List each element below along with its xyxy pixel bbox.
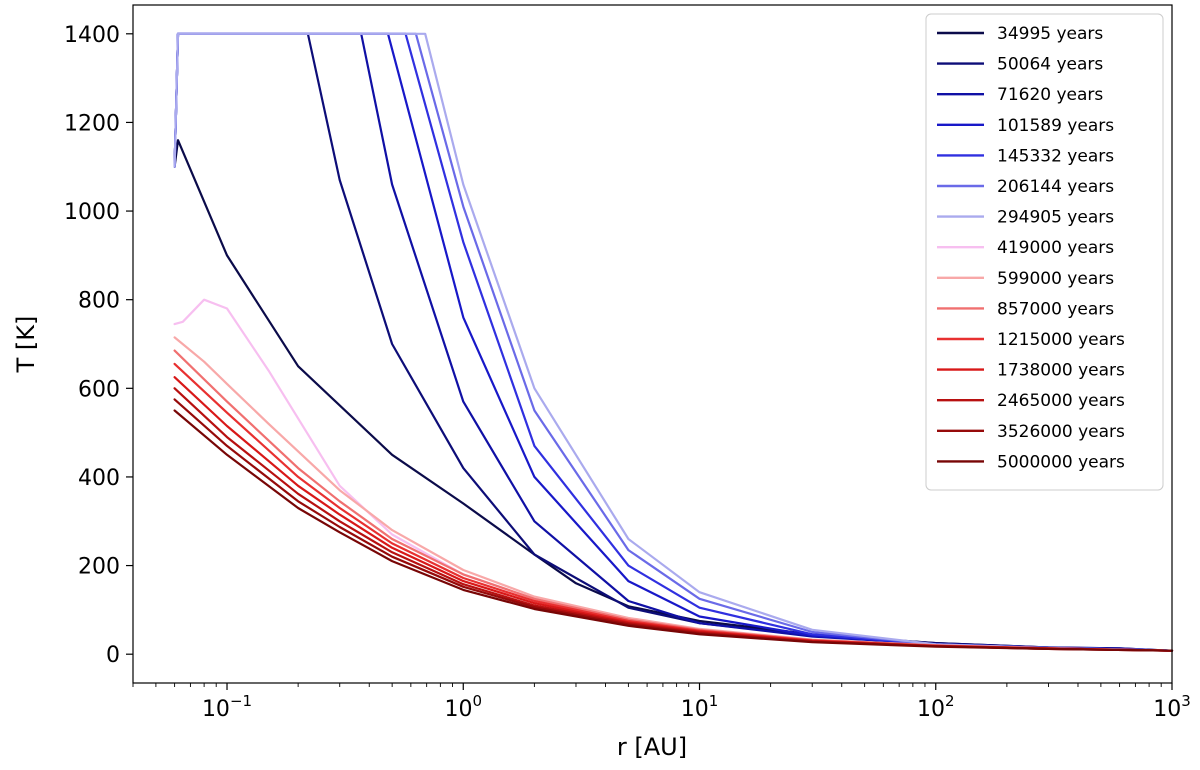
y-tick-label: 400 (78, 466, 120, 491)
y-tick-label: 800 (78, 289, 120, 314)
legend-item-label: 101589 years (997, 116, 1114, 136)
legend: 34995 years 50064 years 71620 years 101589 … (925, 13, 1164, 491)
legend-item-label: 857000 years (997, 299, 1114, 319)
legend-item-label: 34995 years (997, 24, 1103, 44)
x-axis-label: r [AU] (617, 733, 687, 761)
series-layer (173, 32, 1174, 652)
legend-item-label: 419000 years (997, 238, 1114, 258)
x-tick-label: 101 (681, 692, 719, 722)
legend-item-label: 294905 years (997, 208, 1114, 228)
legend-item-label: 71620 years (997, 85, 1103, 105)
series-line-14 (173, 409, 1174, 652)
y-tick-label: 1200 (64, 111, 120, 136)
y-axis: 0 200 400 600 800 1000 1200 1400 (64, 23, 133, 668)
legend-item-label: 2465000 years (997, 391, 1125, 411)
x-tick-label: 10−1 (202, 692, 252, 722)
y-axis-label: T [K] (12, 316, 40, 374)
axes-border (132, 4, 1173, 684)
legend-box (925, 13, 1164, 491)
legend-item-label: 5000000 years (997, 452, 1125, 472)
legend-item-label: 1215000 years (997, 330, 1125, 350)
y-tick-label: 1000 (64, 200, 120, 225)
x-tick-label: 100 (444, 692, 482, 722)
legend-item-label: 1738000 years (997, 361, 1125, 381)
x-tick-label: 103 (1153, 692, 1191, 722)
x-axis: 10−1 100 101 102 103 (132, 683, 1191, 722)
legend-item-label: 206144 years (997, 177, 1114, 197)
y-tick-label: 200 (78, 555, 120, 580)
x-tick-label: 102 (917, 692, 955, 722)
legend-item-label: 599000 years (997, 269, 1114, 289)
legend-items: 34995 years 50064 years 71620 years 101589 … (937, 24, 1125, 472)
legend-item-label: 50064 years (997, 55, 1103, 75)
y-tick-label: 0 (106, 643, 120, 668)
y-tick-label: 600 (78, 377, 120, 402)
legend-item-label: 3526000 years (997, 422, 1125, 442)
legend-item-label: 145332 years (997, 146, 1114, 166)
y-tick-label: 1400 (64, 23, 120, 48)
